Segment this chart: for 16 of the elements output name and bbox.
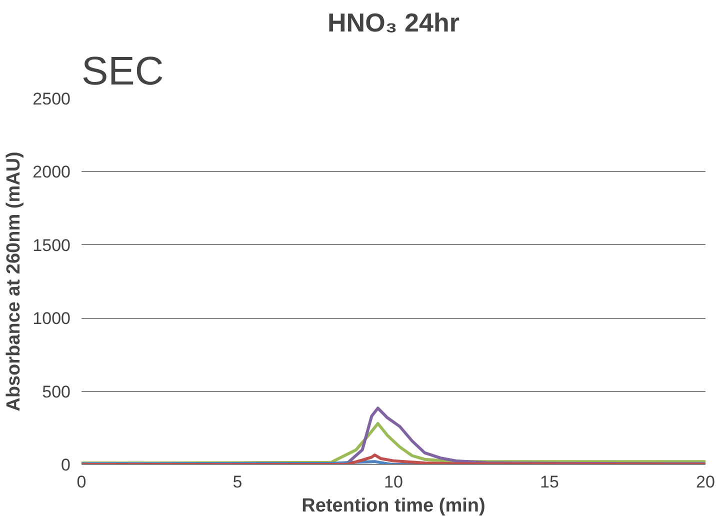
chart-title: HNO₃ 24hr	[328, 8, 460, 38]
y-tick-label: 2000	[32, 162, 71, 182]
x-tick-label: 20	[696, 472, 715, 492]
x-tick-label: 15	[540, 472, 559, 492]
x-axis-title: Retention time (min)	[302, 496, 486, 516]
y-tick-label: 500	[42, 382, 71, 402]
y-tick-label: 0	[61, 456, 71, 474]
y-tick-label: 1000	[32, 309, 71, 328]
y-tick-label: 1500	[32, 236, 71, 255]
y-axis-title: Absorbance at 260nm (mAU)	[4, 152, 25, 412]
x-tick-label: 10	[384, 472, 403, 492]
y-tick-label: 2500	[32, 90, 71, 108]
x-tick-label: 5	[232, 472, 242, 492]
line-series	[82, 453, 706, 464]
text: SEC	[82, 50, 164, 94]
x-tick-label: 0	[76, 472, 86, 492]
